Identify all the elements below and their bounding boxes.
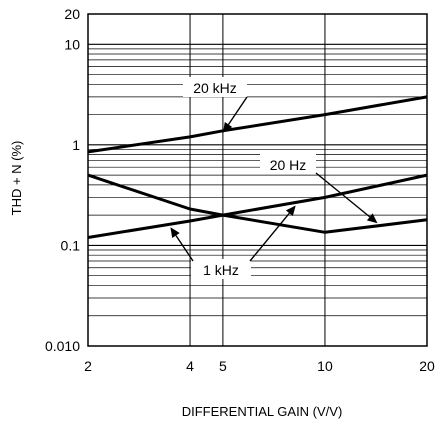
series-line xyxy=(87,173,428,239)
annotation-1khz-arrow-left-shaft xyxy=(175,235,194,262)
grid-lines xyxy=(88,14,427,346)
annotation-20hz-arrow-shaft xyxy=(315,172,371,218)
y-tick-label: 20 xyxy=(64,6,80,22)
series-line xyxy=(87,95,428,154)
tick-labels: 2 4 5 10 20 0.010 0.1 1 10 20 xyxy=(45,6,435,374)
x-tick-label: 5 xyxy=(219,358,227,374)
y-tick-label: 0.1 xyxy=(61,237,81,253)
x-axis-label: DIFFERENTIAL GAIN (V/V) xyxy=(182,404,343,419)
annotation-1khz-arrow-right-head xyxy=(285,205,296,217)
x-tick-label: 20 xyxy=(419,358,435,374)
annotation-1khz-label-bg xyxy=(191,259,251,279)
y-tick-label: 0.010 xyxy=(45,338,80,354)
y-axis-label: THD + N (%) xyxy=(9,141,24,216)
annotation-20hz-label-bg xyxy=(260,154,316,174)
y-tick-label: 1 xyxy=(72,137,80,153)
annotation-1khz-arrow-left-head xyxy=(170,227,180,238)
annotation-20hz-arrow-head xyxy=(366,213,378,224)
annotation-20khz-arrow-head xyxy=(222,122,233,133)
series-line xyxy=(87,173,428,234)
annotations: 20 kHz 20 Hz 1 kHz xyxy=(170,77,378,279)
annotation-20hz-label: 20 Hz xyxy=(270,157,307,173)
x-tick-label: 10 xyxy=(317,358,333,374)
annotation-1khz-label: 1 kHz xyxy=(203,262,239,278)
annotation-20khz-label-bg xyxy=(183,77,247,97)
x-tick-label: 4 xyxy=(186,358,194,374)
series-lines xyxy=(87,95,428,239)
y-tick-label: 10 xyxy=(64,36,80,52)
x-tick-label: 2 xyxy=(84,358,92,374)
annotation-20khz-arrow-shaft xyxy=(227,96,248,125)
annotation-20khz-label: 20 kHz xyxy=(193,80,237,96)
annotation-1khz-arrow-right-shaft xyxy=(249,212,290,262)
plot-frame xyxy=(87,13,428,347)
